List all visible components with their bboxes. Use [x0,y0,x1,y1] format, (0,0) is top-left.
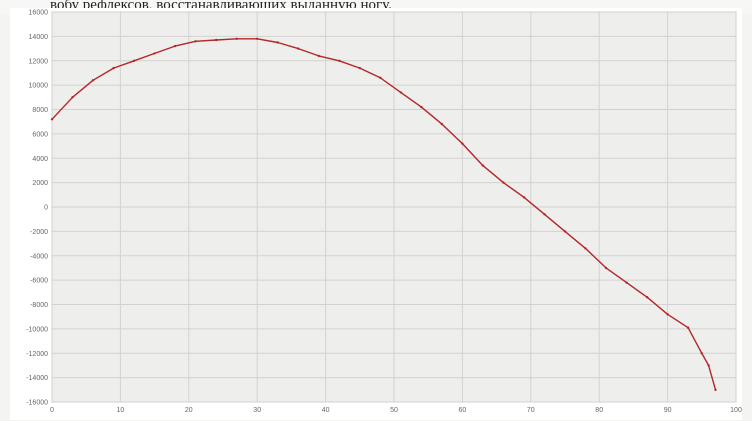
series-point [276,41,279,44]
y-tick-label: -10000 [26,326,48,333]
series-point [91,79,95,82]
series-point [399,91,402,94]
series-point [666,313,669,316]
y-tick-label: -14000 [26,375,48,382]
series-point [707,364,710,367]
series-point [522,196,526,199]
y-tick-label: 14000 [29,34,49,41]
y-tick-label: 6000 [32,131,48,138]
y-tick-label: 0 [44,205,48,212]
x-tick-label: 20 [185,407,193,414]
x-tick-label: 70 [527,407,535,414]
y-tick-label: 4000 [32,156,48,163]
series-point [563,230,567,233]
series-point [112,66,115,70]
series-point [700,352,703,355]
y-tick-label: 8000 [32,107,48,114]
series-point [420,105,423,109]
series-point [173,44,177,48]
series-point [584,247,587,250]
series-point [645,296,649,299]
series-point [153,52,156,55]
signal-chart: 16000 14000 12000 10000 8000 6000 4000 2000 0 -20… [10,8,742,420]
x-tick-label: 100 [730,407,742,414]
x-tick-label: 50 [390,407,398,414]
series-point [481,164,485,167]
y-tick-label: 2000 [32,180,48,187]
series-point [379,76,382,80]
series-point [317,54,320,58]
series-point [338,59,341,62]
x-tick-label: 60 [459,407,467,414]
series-point [502,181,505,184]
y-tick-label: -8000 [30,302,48,309]
y-tick-label: 16000 [29,10,49,17]
series-point [625,281,628,284]
x-tick-label: 0 [50,407,54,414]
series-point [440,122,444,126]
x-tick-label: 90 [664,407,672,414]
series-layer [50,37,717,391]
x-tick-label: 40 [322,407,330,414]
series-point [358,66,361,70]
y-tick-label: 10000 [29,83,49,90]
series-point [71,96,74,99]
series-point [256,37,259,40]
series-point [714,388,717,391]
series-point [50,118,54,121]
y-tick-label: -12000 [26,351,48,358]
series-point [235,37,238,40]
x-tick-label: 10 [117,407,125,414]
series-point [215,38,218,42]
series-point [686,326,690,329]
series-point [297,47,300,50]
y-tick-label: -2000 [30,229,48,236]
series-point [132,59,136,62]
series-point [543,213,546,216]
chart-svg: 16000 14000 12000 10000 8000 6000 4000 2000 0 -20… [10,8,742,420]
y-tick-label: 12000 [29,58,49,65]
grid-lines [51,11,737,403]
y-tick-label: -6000 [30,278,48,285]
x-tick-label: 30 [253,407,261,414]
series-point [194,40,197,43]
y-tick-label: -16000 [26,400,48,407]
y-tick-label: -4000 [30,253,48,260]
x-tick-label: 80 [595,407,603,414]
series-point [604,266,608,270]
axis-labels: 16000 14000 12000 10000 8000 6000 4000 2000 0 -20… [26,10,742,415]
series-point [461,142,464,145]
